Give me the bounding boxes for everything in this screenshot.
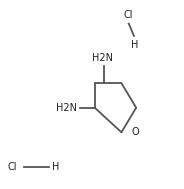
Text: Cl: Cl <box>123 10 133 20</box>
Text: H: H <box>52 162 60 172</box>
Text: H2N: H2N <box>56 103 77 113</box>
Text: H: H <box>131 40 138 50</box>
Text: Cl: Cl <box>8 162 17 172</box>
Text: O: O <box>132 127 139 137</box>
Text: H2N: H2N <box>92 53 113 63</box>
